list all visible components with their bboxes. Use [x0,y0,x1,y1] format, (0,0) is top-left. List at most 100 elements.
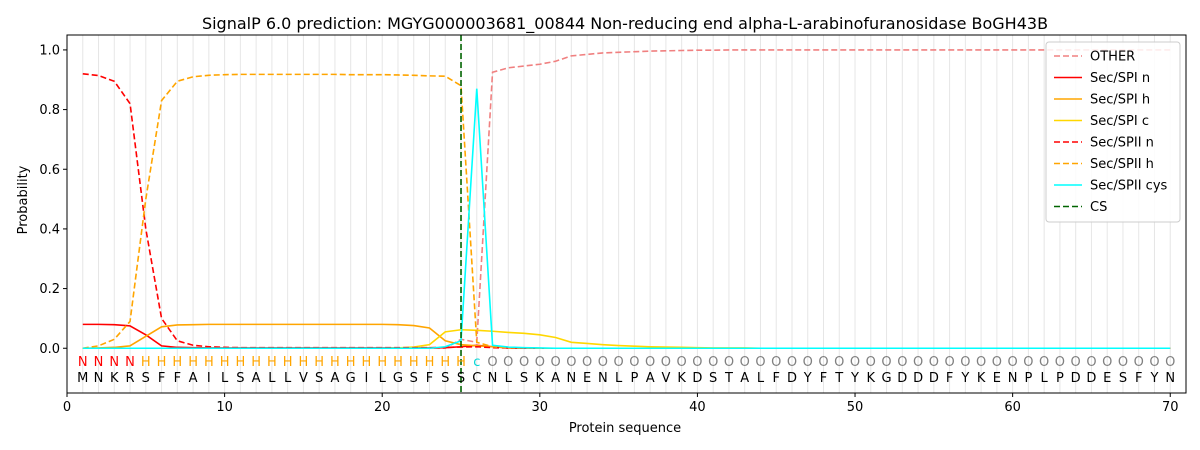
region-label: H [314,355,324,370]
legend-label: Sec/SPII cys [1090,179,1168,194]
residue-label: L [615,371,623,386]
region-label: O [1039,355,1049,370]
residue-label: D [897,371,907,386]
grid-lines [82,35,1171,393]
legend-label: Sec/SPI n [1090,71,1150,86]
region-label: O [1071,355,1081,370]
residue-label: F [772,371,779,386]
chart-title: SignalP 6.0 prediction: MGYG000003681_00… [202,14,1048,34]
residue-label: S [457,371,465,386]
residue-label: T [834,371,843,386]
region-label: O [535,355,545,370]
residue-label: K [536,371,545,386]
region-label: H [267,355,277,370]
x-tick-label: 50 [847,400,864,415]
region-label: H [393,355,403,370]
region-label: H [346,355,356,370]
residue-label: D [929,371,939,386]
residue-label: N [598,371,608,386]
residue-label: L [221,371,229,386]
region-label: O [1134,355,1144,370]
residue-label: D [913,371,923,386]
y-tick-label: 1.0 [39,43,60,58]
residue-label: L [757,371,765,386]
residue-label: T [724,371,733,386]
region-label: O [818,355,828,370]
region-label: O [740,355,750,370]
residue-label: A [189,371,198,386]
legend-box [1045,41,1181,223]
region-label: O [582,355,592,370]
region-label: O [834,355,844,370]
plot-frame [66,34,1187,394]
region-label: O [519,355,529,370]
residue-label: Y [960,371,969,386]
region-label: H [141,355,151,370]
region-label: H [377,355,387,370]
region-label: H [362,355,372,370]
region-label: H [220,355,230,370]
region-label: H [330,355,340,370]
legend-label: Sec/SPII h [1090,157,1154,172]
series-line-4 [82,72,1171,350]
residue-label: D [1071,371,1081,386]
region-label: O [929,355,939,370]
residue-label: D [787,371,797,386]
residue-label: N [1008,371,1018,386]
residue-label: M [77,371,88,386]
series-line-2 [82,323,1171,350]
region-label: O [913,355,923,370]
residue-label: Y [1150,371,1159,386]
residue-label: S [410,371,418,386]
region-label: H [440,355,450,370]
region-label: H [157,355,167,370]
residue-label: A [740,371,749,386]
region-label: O [629,355,639,370]
region-label: H [172,355,182,370]
x-tick-label: 70 [1162,400,1179,415]
region-label: O [677,355,687,370]
sequence-annotation: NMNNNKNRHSHFHFHAHIHLHSHAHLHLHVHSHAHGHIHL… [77,355,1175,386]
region-label: H [235,355,245,370]
residue-label: Y [850,371,859,386]
residue-label: D [1086,371,1096,386]
residue-label: G [346,371,356,386]
series-lines [82,35,1171,393]
region-label: O [866,355,876,370]
residue-label: S [441,371,449,386]
y-axis-title: Probability [16,165,31,234]
residue-label: A [330,371,339,386]
residue-label: A [252,371,261,386]
residue-label: K [977,371,986,386]
region-label: O [487,355,497,370]
residue-label: P [630,371,638,386]
region-label: O [992,355,1002,370]
region-label: O [1102,355,1112,370]
x-tick-label: 0 [63,400,71,415]
residue-label: S [709,371,717,386]
region-label: O [850,355,860,370]
legend-label: Sec/SPI c [1090,114,1149,129]
region-label: N [94,355,104,370]
region-label: O [550,355,560,370]
x-tick-label: 10 [216,400,233,415]
region-label: O [1055,355,1065,370]
region-label: O [787,355,797,370]
region-label: O [661,355,671,370]
residue-label: L [284,371,292,386]
region-label: H [251,355,261,370]
residue-label: V [661,371,670,386]
residue-label: P [1024,371,1032,386]
region-label: H [299,355,309,370]
residue-label: G [393,371,403,386]
residue-label: L [1041,371,1049,386]
region-label: O [881,355,891,370]
residue-label: K [867,371,876,386]
x-tick-label: 40 [689,400,706,415]
residue-label: G [882,371,892,386]
residue-label: F [820,371,827,386]
region-label: O [1165,355,1175,370]
residue-label: N [94,371,104,386]
residue-label: S [236,371,244,386]
